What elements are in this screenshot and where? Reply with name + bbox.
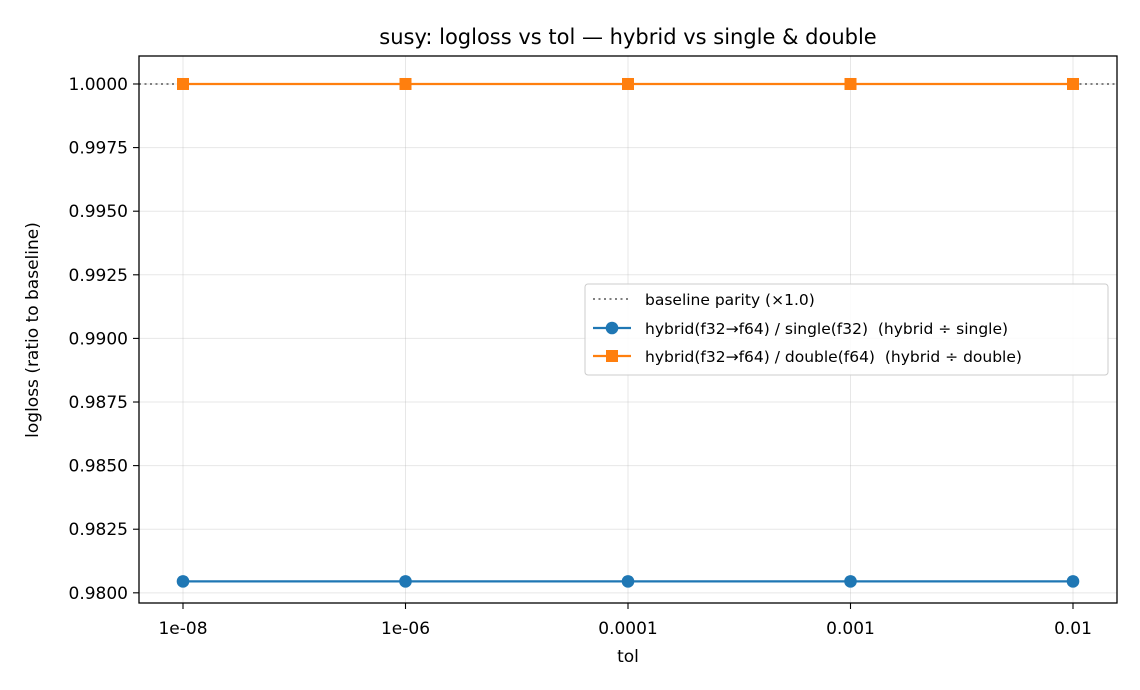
y-axis-ticks: 0.9800 0.9825 0.9850 0.9875 0.9900 0.9925 0.99… [69,75,139,604]
chart-title: susy: logloss vs tol — hybrid vs single … [379,25,876,49]
data-point [622,77,634,90]
legend-single-marker [605,321,619,335]
x-tick-label: 0.001 [826,619,875,639]
legend-double-label: hybrid(f32→f64) / double(f64) (hybrid ÷ … [645,348,1022,366]
data-point [399,77,412,90]
x-tick-label: 1e-06 [381,619,430,639]
x-tick-label: 0.0001 [598,619,657,639]
y-tick-label: 0.9925 [69,266,128,286]
x-tick-label: 1e-08 [158,619,207,639]
data-point [1066,575,1080,588]
y-tick-label: 0.9875 [69,393,128,413]
y-tick-label: 0.9800 [69,584,128,604]
x-axis-label: tol [617,647,639,667]
data-point [621,575,635,588]
data-point [844,575,857,588]
data-point [399,575,412,588]
y-tick-label: 0.9950 [69,202,128,222]
x-tick-label: 0.01 [1054,619,1092,639]
y-tick-label: 0.9975 [69,139,128,159]
y-axis-label: logloss (ratio to baseline) [23,222,43,438]
y-tick-label: 0.9900 [69,329,128,349]
series-0 [176,575,1080,588]
series-layer [176,77,1080,588]
legend-box [584,283,1109,376]
data-point [844,77,857,90]
legend: baseline parity (×1.0) hybrid(f32→f64) /… [584,283,1109,376]
x-axis-ticks: 1e-08 1e-06 0.0001 0.001 0.01 [158,603,1092,639]
data-point [177,77,189,90]
series-1 [177,77,1079,90]
data-point [176,575,190,588]
legend-double-marker [606,350,618,362]
y-tick-label: 1.0000 [69,75,128,95]
legend-baseline-label: baseline parity (×1.0) [645,291,815,309]
y-tick-label: 0.9850 [69,457,128,477]
legend-single-label: hybrid(f32→f64) / single(f32) (hybrid ÷ … [645,320,1008,338]
y-tick-label: 0.9825 [69,520,128,540]
data-point [1067,77,1079,90]
